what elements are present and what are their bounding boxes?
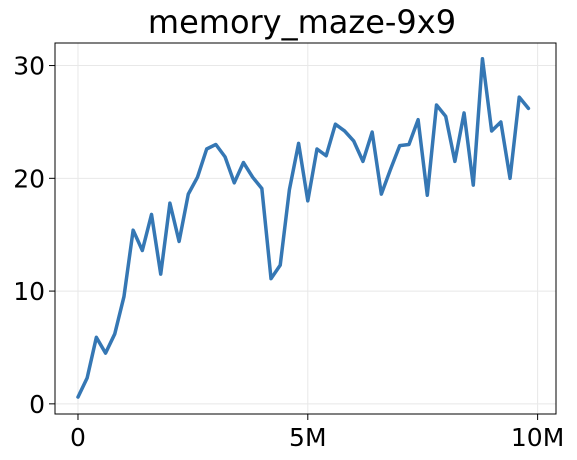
series-layer: [76, 57, 531, 399]
axis-ticks: 0 5M 10M 0 10 20 30: [13, 52, 564, 452]
y-tick-label: 0: [29, 390, 45, 419]
y-tick-label: 10: [13, 277, 45, 306]
x-tick-label: 0: [70, 423, 86, 452]
series-line: [76, 57, 531, 399]
x-tick-label: 10M: [511, 423, 564, 452]
x-tick-label: 5M: [289, 423, 326, 452]
plot-frame: [54, 42, 557, 415]
chart-title: memory_maze-9x9: [148, 3, 456, 41]
y-tick-label: 30: [13, 52, 45, 81]
y-tick-label: 20: [13, 164, 45, 193]
